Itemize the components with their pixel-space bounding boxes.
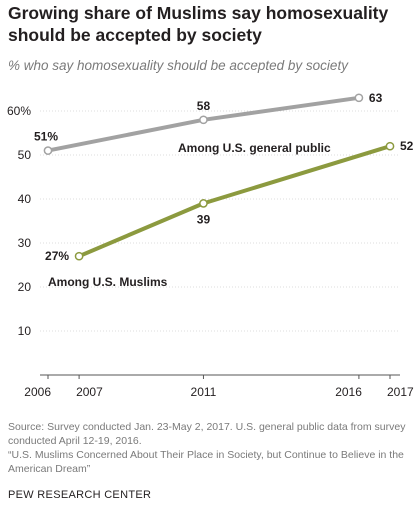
data-point	[385, 141, 395, 151]
footer-notes: Source: Survey conducted Jan. 23-May 2, …	[8, 420, 413, 476]
series	[43, 93, 395, 261]
line-chart: 10 20 30 40 50 60% 2006 2007 2011 2016 2017 51% 58 6…	[7, 91, 414, 399]
y-tick-label: 20	[18, 280, 32, 294]
series-name-label: Among U.S. Muslims	[48, 275, 168, 289]
y-tick-label: 60%	[7, 104, 31, 118]
y-tick-label: 50	[18, 148, 32, 162]
data-label: 39	[197, 212, 211, 226]
y-tick-label: 10	[18, 324, 32, 338]
x-tick-label: 2016	[335, 385, 362, 399]
data-label: 58	[197, 99, 211, 113]
data-point	[43, 146, 53, 155]
y-tick-label: 30	[18, 236, 32, 250]
series-name-label: Among U.S. general public	[178, 141, 331, 155]
data-point	[354, 93, 364, 103]
axes: 10 20 30 40 50 60% 2006 2007 2011 2016 2017	[7, 104, 414, 399]
chart-title: Growing share of Muslims say homosexuali…	[8, 3, 389, 45]
data-point	[74, 251, 84, 261]
source-note: Source: Survey conducted Jan. 23-May 2, …	[8, 421, 406, 447]
x-tick-label: 2006	[24, 385, 51, 399]
data-label: 51%	[34, 130, 58, 144]
data-point	[199, 115, 208, 125]
data-labels: 51% 58 63 Among U.S. general public 27% 39 52 A…	[34, 91, 414, 289]
report-note: “U.S. Muslims Concerned About Their Plac…	[8, 449, 404, 475]
data-label: 63	[369, 91, 383, 105]
series-line	[77, 144, 392, 259]
organization-name: PEW RESEARCH CENTER	[8, 489, 152, 501]
x-tick-label: 2011	[191, 385, 217, 399]
data-point	[199, 199, 208, 208]
x-tick-label: 2007	[76, 385, 103, 399]
data-label: 52	[400, 139, 414, 153]
x-tick-label: 2017	[387, 385, 414, 399]
data-label: 27%	[45, 249, 69, 263]
chart-subtitle: % who say homosexuality should be accept…	[8, 58, 348, 73]
y-tick-label: 40	[18, 192, 32, 206]
